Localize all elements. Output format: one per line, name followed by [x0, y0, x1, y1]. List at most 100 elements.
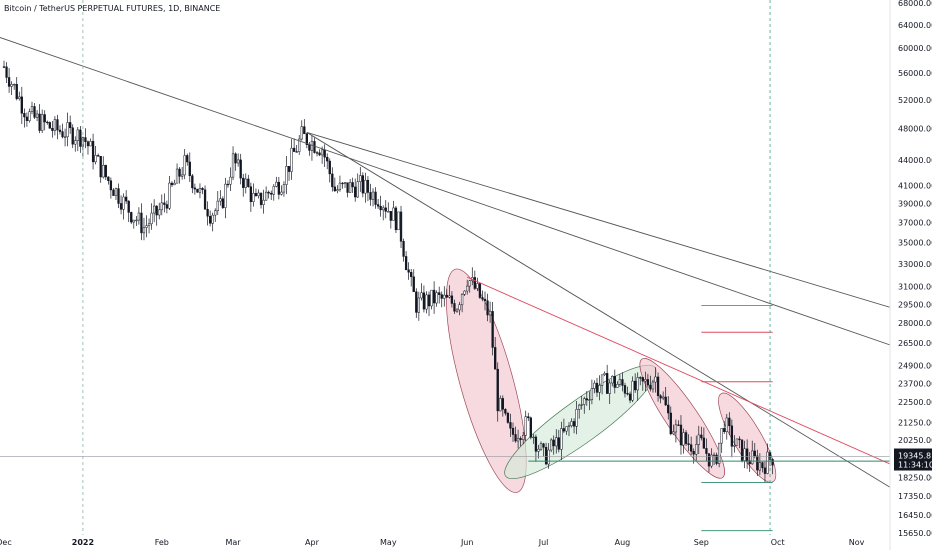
y-tick-label: 60000.00	[898, 44, 932, 53]
candle-body	[135, 219, 138, 222]
y-tick-label: 35000.00	[898, 239, 932, 248]
candle-layer	[2, 60, 774, 483]
candle-body	[687, 443, 690, 445]
y-tick-label: 44000.00	[898, 156, 932, 165]
y-tick-label: 29500.00	[898, 300, 932, 309]
candle-body	[626, 393, 629, 395]
candle-body	[318, 152, 321, 156]
candle-body	[567, 425, 571, 427]
candle-body	[509, 422, 512, 429]
y-tick-label: 31000.00	[898, 282, 932, 291]
candle-body	[761, 462, 764, 469]
candle-body	[369, 192, 372, 200]
candle-body	[397, 211, 400, 231]
last-price-badge	[894, 448, 932, 471]
candle-body	[63, 136, 67, 138]
candle-body	[170, 182, 174, 186]
candle-body	[125, 196, 128, 202]
candle-body	[450, 295, 454, 304]
candle-body	[267, 191, 270, 194]
candle-body	[257, 192, 260, 197]
candle-body	[738, 438, 741, 441]
candle-body	[710, 454, 713, 467]
candle-body	[438, 292, 441, 295]
candle-body	[338, 182, 342, 190]
candle-body	[425, 294, 428, 310]
y-tick-label: 26500.00	[898, 339, 932, 348]
candle-body	[466, 285, 469, 292]
candle-body	[201, 187, 204, 191]
candle-body	[48, 122, 51, 129]
candle-body	[494, 347, 497, 370]
candle-body	[109, 180, 113, 191]
candle-body	[697, 434, 700, 445]
candle-body	[333, 186, 337, 192]
candle-body	[695, 444, 698, 455]
candle-body	[196, 188, 199, 193]
candle-body	[86, 141, 90, 147]
interval: 1D	[168, 4, 180, 13]
candle-body	[366, 179, 370, 193]
candle-body	[221, 198, 225, 208]
candle-body	[280, 191, 283, 195]
candle-body	[636, 377, 639, 391]
y-tick-label: 52000.00	[898, 96, 932, 105]
candle-body	[621, 379, 624, 386]
candle-body	[290, 147, 293, 172]
candle-body	[562, 428, 566, 432]
candle-body	[275, 181, 278, 187]
candle-body	[356, 181, 359, 198]
candle-body	[679, 424, 683, 446]
y-tick-label: 39000.00	[898, 200, 932, 209]
candle-body	[641, 377, 644, 382]
candle-body	[287, 166, 291, 172]
candle-body	[583, 398, 586, 405]
candle-body	[320, 149, 324, 156]
candle-body	[239, 159, 242, 179]
pattern-ellipse	[718, 392, 777, 483]
candle-body	[163, 202, 166, 205]
candle-body	[173, 182, 176, 186]
title-sep-2: ,	[179, 4, 185, 13]
candle-body	[707, 453, 711, 467]
candle-body	[649, 384, 652, 390]
steep-trendline	[306, 132, 893, 489]
long-trendline	[0, 36, 893, 347]
candle-body	[575, 409, 578, 427]
candle-body	[117, 188, 120, 204]
x-tick-label: Sep	[694, 538, 709, 547]
candle-body	[10, 84, 13, 87]
candle-body	[501, 398, 504, 410]
candle-body	[211, 214, 214, 224]
x-tick-label: Apr	[305, 538, 320, 547]
candle-body	[417, 297, 420, 313]
candle-body	[631, 380, 634, 401]
candle-body	[402, 241, 405, 257]
candle-body	[244, 178, 247, 188]
candle-body	[198, 187, 202, 193]
candle-body	[168, 182, 171, 209]
candle-body	[552, 439, 555, 447]
candle-body	[53, 119, 57, 131]
candle-body	[690, 444, 693, 452]
candle-body	[33, 106, 36, 118]
candle-body	[399, 211, 403, 242]
candle-body	[565, 426, 568, 432]
candle-body	[35, 113, 39, 118]
candle-body	[516, 438, 520, 442]
candle-body	[448, 295, 451, 298]
candle-body	[247, 178, 250, 187]
candle-body	[315, 152, 319, 154]
candle-body	[7, 77, 11, 87]
candle-body	[23, 113, 26, 118]
candle-body	[295, 151, 298, 153]
candle-body	[364, 179, 367, 194]
candle-body	[460, 293, 464, 306]
candle-body	[430, 289, 433, 307]
candle-body	[473, 277, 476, 289]
candle-body	[771, 459, 774, 466]
x-tick-label: Aug	[615, 538, 631, 547]
countdown-text: 11:34:10	[898, 461, 932, 470]
candle-body	[5, 66, 8, 78]
